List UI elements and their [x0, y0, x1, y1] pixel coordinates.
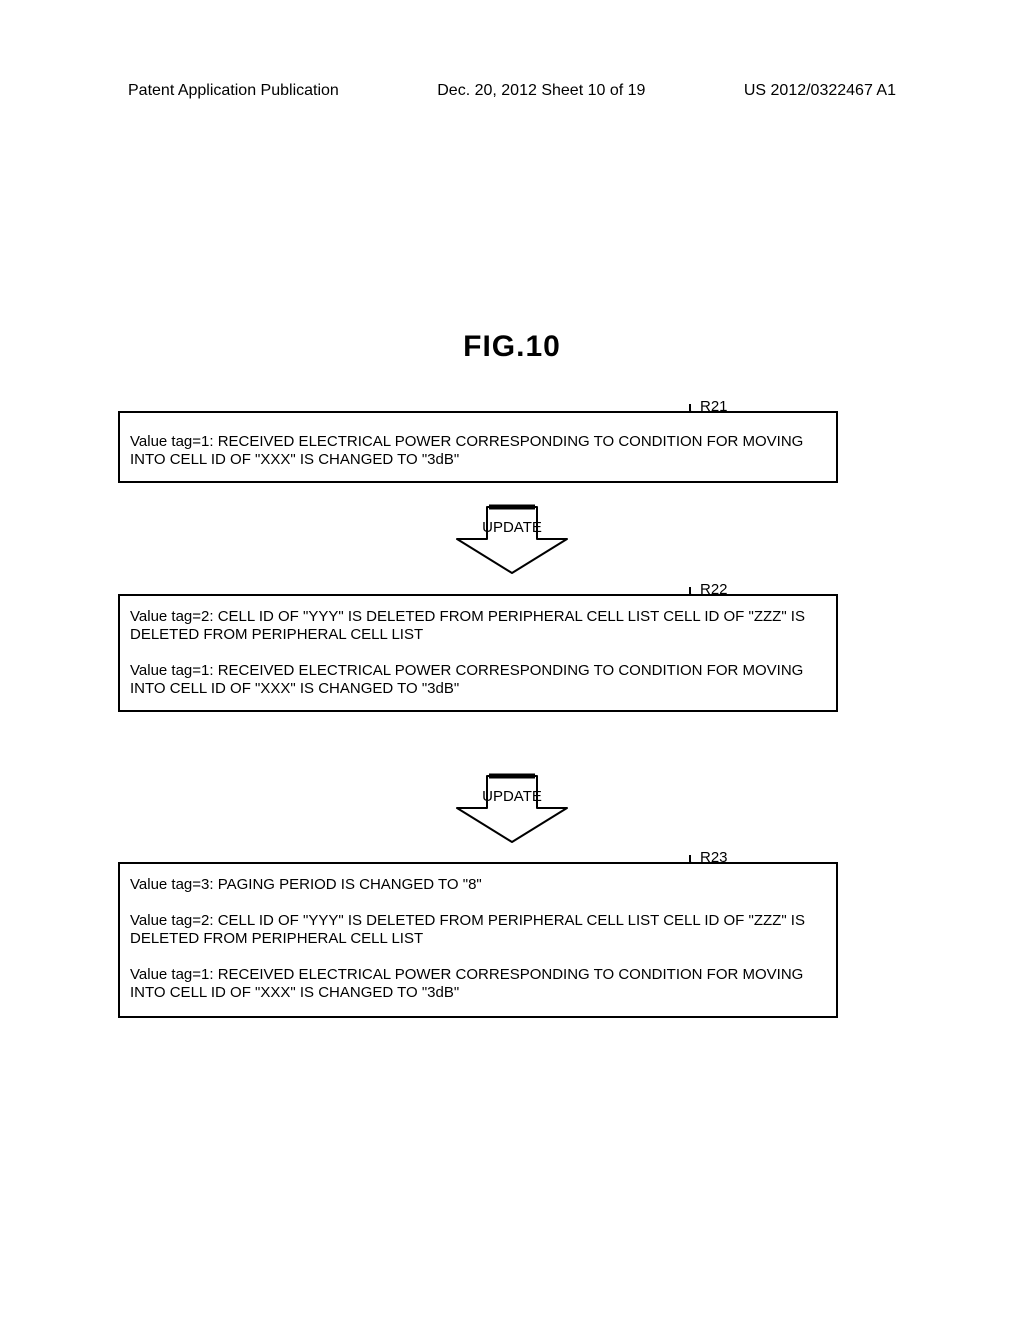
box-r22: Value tag=2: CELL ID OF "YYY" IS DELETED… [118, 594, 838, 712]
box-r23-entry-2: Value tag=2: CELL ID OF "YYY" IS DELETED… [130, 912, 826, 948]
box-r23: Value tag=3: PAGING PERIOD IS CHANGED TO… [118, 862, 838, 1018]
box-r23-entry-1: Value tag=3: PAGING PERIOD IS CHANGED TO… [130, 876, 826, 894]
figure-title: FIG.10 [0, 330, 1024, 364]
header-right: US 2012/0322467 A1 [744, 82, 896, 100]
update-arrow-1: UPDATE [0, 503, 1024, 575]
box-r22-entry-2: Value tag=1: RECEIVED ELECTRICAL POWER C… [130, 662, 826, 698]
update-arrow-2: UPDATE [0, 772, 1024, 844]
header-left: Patent Application Publication [128, 82, 339, 100]
box-r21: Value tag=1: RECEIVED ELECTRICAL POWER C… [118, 411, 838, 483]
box-r22-entry-1: Value tag=2: CELL ID OF "YYY" IS DELETED… [130, 608, 826, 644]
page-header: Patent Application Publication Dec. 20, … [0, 82, 1024, 100]
header-center: Dec. 20, 2012 Sheet 10 of 19 [437, 82, 645, 100]
box-r21-entry-1: Value tag=1: RECEIVED ELECTRICAL POWER C… [130, 433, 826, 469]
box-r23-entry-3: Value tag=1: RECEIVED ELECTRICAL POWER C… [130, 966, 826, 1002]
